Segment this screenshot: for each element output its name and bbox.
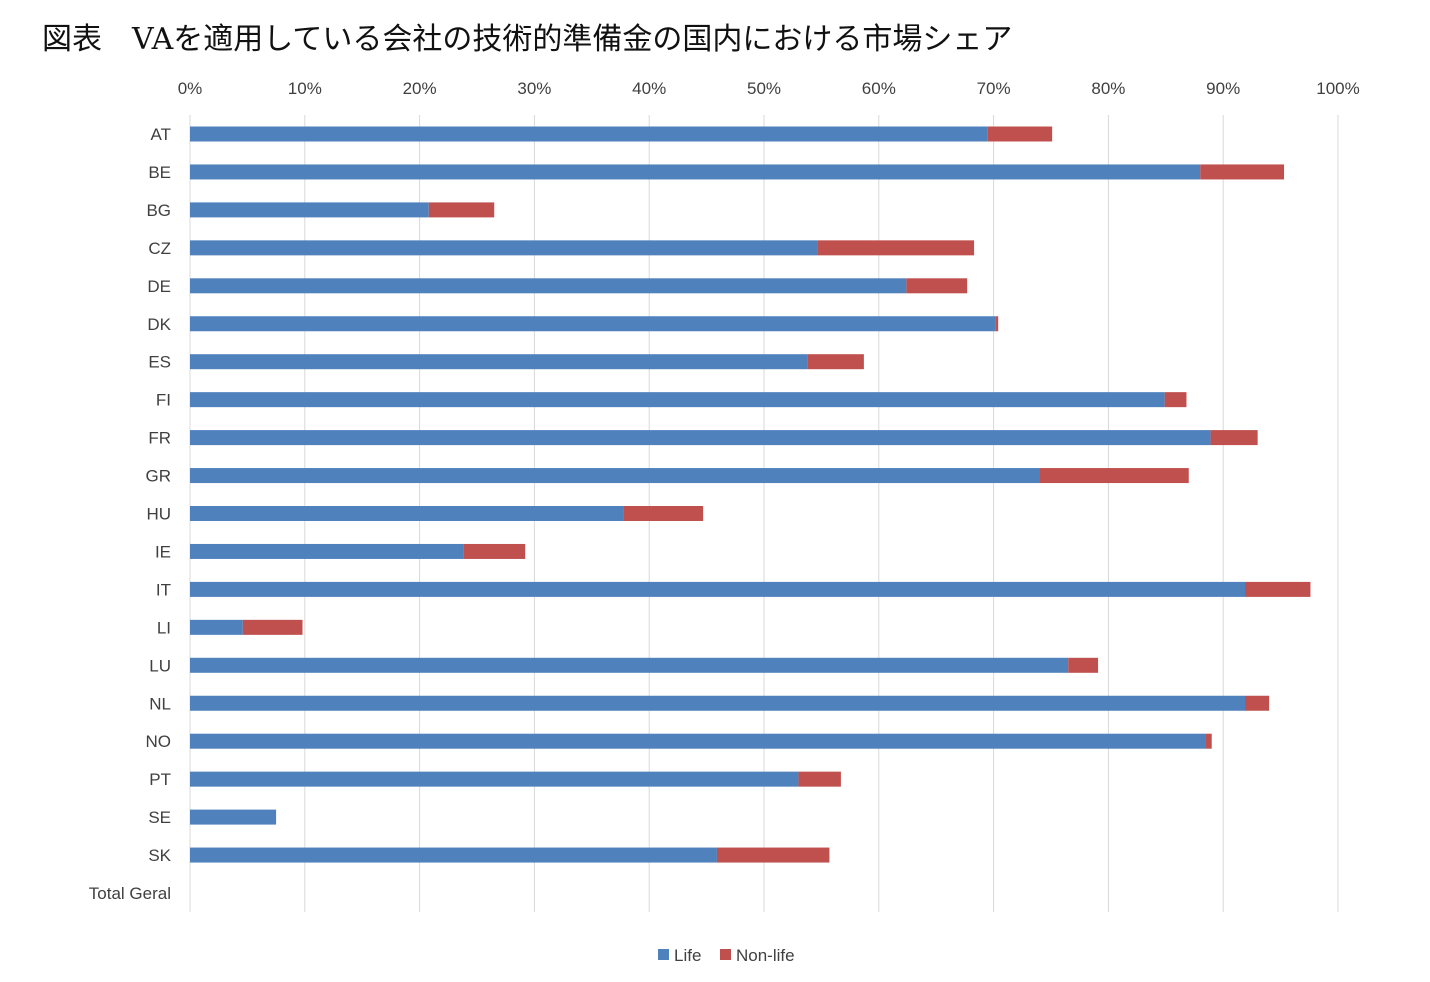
x-tick-label: 0%: [178, 79, 203, 98]
bar-life: [190, 506, 624, 521]
bar-life: [190, 847, 717, 863]
bar-life: [190, 771, 799, 787]
bars: [190, 126, 1311, 863]
bar-life: [190, 619, 243, 635]
category-label: LU: [149, 656, 171, 675]
category-label: NO: [146, 732, 172, 751]
bar-non-life: [1205, 733, 1212, 749]
bar-non-life: [987, 126, 1053, 142]
bar-non-life: [995, 316, 999, 332]
category-label: NL: [149, 694, 171, 713]
category-label: FR: [148, 429, 171, 448]
category-label: BE: [148, 163, 171, 182]
legend-label: Non-life: [736, 946, 795, 965]
x-tick-label: 60%: [862, 79, 896, 98]
bar-life: [190, 126, 988, 142]
category-label: BG: [146, 201, 171, 220]
category-label: FI: [156, 391, 171, 410]
bar-non-life: [1245, 581, 1311, 597]
x-tick-label: 70%: [977, 79, 1011, 98]
category-label: SE: [148, 808, 171, 827]
bar-non-life: [463, 543, 526, 559]
bar-non-life: [807, 354, 864, 370]
bar-life: [190, 543, 464, 559]
bar-life: [190, 733, 1206, 749]
x-tick-label: 50%: [747, 79, 781, 98]
category-label: PT: [149, 770, 171, 789]
bar-non-life: [1200, 164, 1285, 180]
bar-life: [190, 809, 277, 825]
bar-life: [190, 202, 429, 218]
bar-non-life: [1164, 392, 1187, 408]
category-label: GR: [146, 467, 172, 486]
bar-life: [190, 430, 1211, 446]
bar-life: [190, 354, 808, 370]
legend: Life Non-life: [658, 946, 795, 965]
category-label: IT: [156, 580, 171, 599]
category-label: LI: [157, 618, 171, 637]
bar-non-life: [1245, 695, 1270, 711]
category-label: DK: [147, 315, 171, 334]
bar-non-life: [817, 240, 975, 256]
bar-non-life: [1068, 657, 1099, 673]
category-label: IE: [155, 542, 171, 561]
x-tick-label: 30%: [517, 79, 551, 98]
category-label: CZ: [148, 239, 171, 258]
bar-non-life: [906, 278, 968, 294]
category-label: DE: [147, 277, 171, 296]
chart-title: 図表 VAを適用している会社の技術的準備金の国内における市場シェア: [42, 22, 1013, 57]
bar-life: [190, 392, 1165, 408]
bar-non-life: [428, 202, 495, 218]
x-tick-label: 20%: [403, 79, 437, 98]
x-tick-label: 80%: [1091, 79, 1125, 98]
bar-life: [190, 695, 1246, 711]
bar-life: [190, 316, 996, 332]
x-axis-ticks: 0% 10% 20% 30% 40% 50% 60% 70% 80% 90% 100%: [178, 79, 1360, 98]
legend-swatch: [720, 949, 731, 960]
category-label: SK: [148, 846, 171, 865]
bar-non-life: [242, 619, 303, 635]
bar-non-life: [1039, 468, 1189, 484]
x-tick-label: 40%: [632, 79, 666, 98]
bar-non-life: [798, 771, 841, 787]
bar-life: [190, 240, 818, 256]
bar-life: [190, 581, 1246, 597]
x-tick-label: 10%: [288, 79, 322, 98]
bar-life: [190, 468, 1040, 484]
y-axis-categories: AT BE BG CZ DE DK ES FI FR GR HU IE IT LI LU NL NO PT SE SK…: [89, 125, 172, 903]
category-label: HU: [146, 505, 171, 524]
bar-life: [190, 657, 1069, 673]
bar-non-life: [623, 506, 704, 521]
bar-life: [190, 164, 1201, 180]
x-tick-label: 100%: [1316, 79, 1359, 98]
bar-life: [190, 278, 907, 294]
category-label: AT: [151, 125, 171, 144]
category-label: Total Geral: [89, 884, 171, 903]
bar-non-life: [1210, 430, 1258, 446]
x-tick-label: 90%: [1206, 79, 1240, 98]
category-label: ES: [148, 353, 171, 372]
bar-non-life: [716, 847, 830, 863]
legend-swatch: [658, 949, 669, 960]
legend-label: Life: [674, 946, 701, 965]
